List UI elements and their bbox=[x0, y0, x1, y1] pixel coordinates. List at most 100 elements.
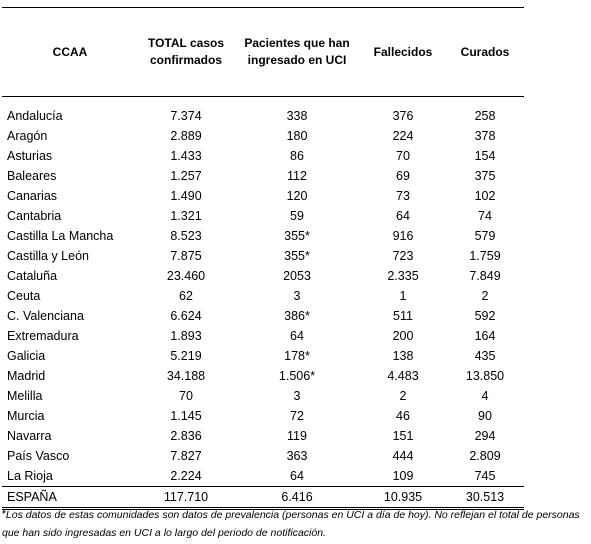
confirmados-cell: 1.257 bbox=[170, 169, 202, 183]
table-row: Ceuta 62 3 1 2 bbox=[2, 286, 524, 306]
curados-cell: 74 bbox=[478, 209, 492, 223]
confirmados-cell: 1.145 bbox=[170, 409, 202, 423]
table-row: Castilla y León 7.875 355* 723 1.759 bbox=[2, 246, 524, 266]
uci-cell: 119 bbox=[287, 429, 307, 443]
fallecidos-cell: 70 bbox=[396, 149, 410, 163]
confirmados-cell: 7.827 bbox=[170, 449, 202, 463]
name-cell: Extremadura bbox=[7, 329, 79, 343]
name-cell: Andalucía bbox=[7, 109, 63, 123]
confirmados-cell: 2.889 bbox=[170, 129, 202, 143]
confirmados-cell: 70 bbox=[179, 389, 193, 403]
curados-cell: 294 bbox=[474, 429, 496, 443]
confirmados-cell: 1.490 bbox=[170, 189, 202, 203]
footnote-marker: ¥ bbox=[2, 509, 6, 516]
uci-cell: 355* bbox=[284, 249, 310, 263]
confirmados-cell: 6.624 bbox=[170, 309, 202, 323]
fallecidos-cell: 511 bbox=[393, 309, 413, 323]
confirmados-cell: 8.523 bbox=[170, 229, 202, 243]
confirmados-cell: 1.433 bbox=[170, 149, 202, 163]
fallecidos-cell: 64 bbox=[396, 209, 410, 223]
table-row: País Vasco 7.827 363 444 2.809 bbox=[2, 446, 524, 466]
total-uci-cell: 6.416 bbox=[234, 486, 360, 510]
total-curados-cell: 30.513 bbox=[446, 486, 524, 510]
name-cell: Melilla bbox=[7, 389, 43, 403]
table-row: Cataluña 23.460 2053 2.335 7.849 bbox=[2, 266, 524, 286]
header-row: CCAA TOTAL casos confirmados Pacientes q… bbox=[2, 7, 524, 97]
curados-cell: 7.849 bbox=[469, 269, 501, 283]
uci-cell: 3 bbox=[293, 389, 301, 403]
uci-cell: 363 bbox=[286, 449, 308, 463]
confirmados-cell: 62 bbox=[179, 289, 193, 303]
table-row: C. Valenciana 6.624 386* 511 592 bbox=[2, 306, 524, 326]
name-cell: Galicia bbox=[7, 349, 46, 363]
confirmados-cell: 7.875 bbox=[170, 249, 202, 263]
curados-cell: 258 bbox=[474, 109, 496, 123]
name-cell: Cantabria bbox=[7, 209, 62, 223]
uci-cell: 112 bbox=[287, 169, 307, 183]
name-cell: Aragón bbox=[7, 129, 48, 143]
name-cell: Baleares bbox=[7, 169, 57, 183]
confirmados-cell: 5.219 bbox=[170, 349, 202, 363]
uci-cell: 180 bbox=[286, 129, 308, 143]
table-row: Extremadura 1.893 64 200 164 bbox=[2, 326, 524, 346]
curados-cell: 579 bbox=[474, 229, 496, 243]
confirmados-cell: 7.374 bbox=[170, 109, 202, 123]
confirmados-cell: 34.188 bbox=[166, 369, 206, 383]
curados-cell: 13.850 bbox=[465, 369, 505, 383]
curados-cell: 164 bbox=[474, 329, 496, 343]
uci-cell: 355* bbox=[284, 229, 310, 243]
name-cell: Ceuta bbox=[7, 289, 41, 303]
table-row: Canarias 1.490 120 73 102 bbox=[2, 186, 524, 206]
table-row: Melilla 70 3 2 4 bbox=[2, 386, 524, 406]
uci-cell: 120 bbox=[286, 189, 308, 203]
name-cell: Murcia bbox=[7, 409, 45, 423]
fallecidos-cell: 224 bbox=[392, 129, 414, 143]
fallecidos-cell: 2.335 bbox=[387, 269, 419, 283]
table-row: Galicia 5.219 178* 138 435 bbox=[2, 346, 524, 366]
confirmados-cell: 23.460 bbox=[166, 269, 206, 283]
fallecidos-cell: 2 bbox=[399, 389, 407, 403]
uci-cell: 64 bbox=[234, 466, 360, 487]
header-ccaa: CCAA bbox=[2, 7, 138, 97]
footnote: ¥Los datos de estas comunidades son dato… bbox=[2, 504, 587, 542]
fallecidos-cell: 723 bbox=[392, 249, 414, 263]
table-row: Andalucía 7.374 338 376 258 bbox=[2, 106, 524, 126]
covid-data-table: CCAA TOTAL casos confirmados Pacientes q… bbox=[2, 7, 524, 510]
curados-cell: 375 bbox=[474, 169, 496, 183]
curados-cell: 102 bbox=[474, 189, 496, 203]
table-row: Navarra 2.836 119 151 294 bbox=[2, 426, 524, 446]
table-row: Cantabria 1.321 59 64 74 bbox=[2, 206, 524, 226]
name-cell: La Rioja bbox=[2, 466, 138, 487]
curados-cell: 378 bbox=[474, 129, 496, 143]
uci-cell: 2053 bbox=[283, 269, 311, 283]
name-cell: Castilla La Mancha bbox=[7, 229, 114, 243]
confirmados-cell: 2.836 bbox=[170, 429, 202, 443]
fallecidos-cell: 46 bbox=[396, 409, 410, 423]
uci-cell: 178* bbox=[284, 349, 310, 363]
header-total-confirmados: TOTAL casos confirmados bbox=[138, 7, 234, 97]
curados-cell: 4 bbox=[481, 389, 489, 403]
header-fallecidos: Fallecidos bbox=[360, 7, 446, 97]
fallecidos-cell: 73 bbox=[396, 189, 410, 203]
uci-cell: 86 bbox=[290, 149, 304, 163]
name-cell: Cataluña bbox=[7, 269, 58, 283]
name-cell: Canarias bbox=[7, 189, 58, 203]
curados-cell: 592 bbox=[474, 309, 496, 323]
curados-cell: 154 bbox=[474, 149, 496, 163]
fallecidos-cell: 1 bbox=[399, 289, 407, 303]
curados-cell: 1.759 bbox=[469, 249, 501, 263]
table-row: Baleares 1.257 112 69 375 bbox=[2, 166, 524, 186]
curados-cell: 2 bbox=[481, 289, 489, 303]
table-row: Asturias 1.433 86 70 154 bbox=[2, 146, 524, 166]
fallecidos-cell: 69 bbox=[396, 169, 410, 183]
name-cell: C. Valenciana bbox=[7, 309, 84, 323]
uci-cell: 59 bbox=[290, 209, 304, 223]
fallecidos-cell: 4.483 bbox=[387, 369, 419, 383]
name-cell: País Vasco bbox=[7, 449, 70, 463]
uci-cell: 386* bbox=[284, 309, 310, 323]
fallecidos-cell: 376 bbox=[392, 109, 414, 123]
total-name-cell: ESPAÑA bbox=[2, 486, 138, 510]
fallecidos-cell: 444 bbox=[392, 449, 414, 463]
uci-cell: 64 bbox=[290, 329, 304, 343]
confirmados-cell: 1.893 bbox=[170, 329, 202, 343]
